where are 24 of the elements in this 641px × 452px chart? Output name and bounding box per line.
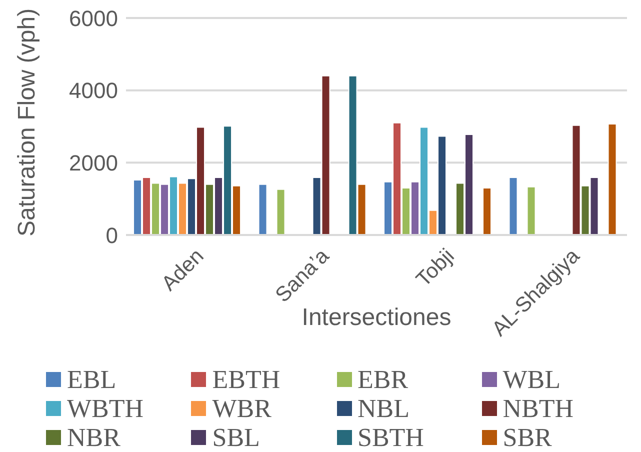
legend-label: NBR [67,423,120,452]
legend-label: EBR [358,365,408,394]
legend-label: WBR [212,394,272,423]
legend-label: EBTH [212,365,280,394]
bar [608,123,617,235]
bar [482,187,492,235]
legend-label: WBTH [67,394,144,423]
x-axis-title: Intersectiones [302,304,452,331]
y-tick-label: 2000 [69,150,118,176]
legend-label: NBL [358,394,410,423]
y-tick-label: 4000 [69,78,118,104]
y-tick-label: 0 [106,222,118,248]
legend-label: EBL [67,365,116,394]
legend-label: NBTH [502,394,574,423]
y-tick-label: 6000 [69,6,118,31]
bar [276,188,286,235]
legend-label: SBR [502,423,552,452]
bar [526,186,536,235]
bar [258,184,268,235]
y-axis-title: Saturation Flow (vph) [14,8,41,236]
legend-label: SBTH [358,423,424,452]
legend-label: SBL [212,423,260,452]
bar [508,176,518,235]
legend-label: WBL [502,365,561,394]
